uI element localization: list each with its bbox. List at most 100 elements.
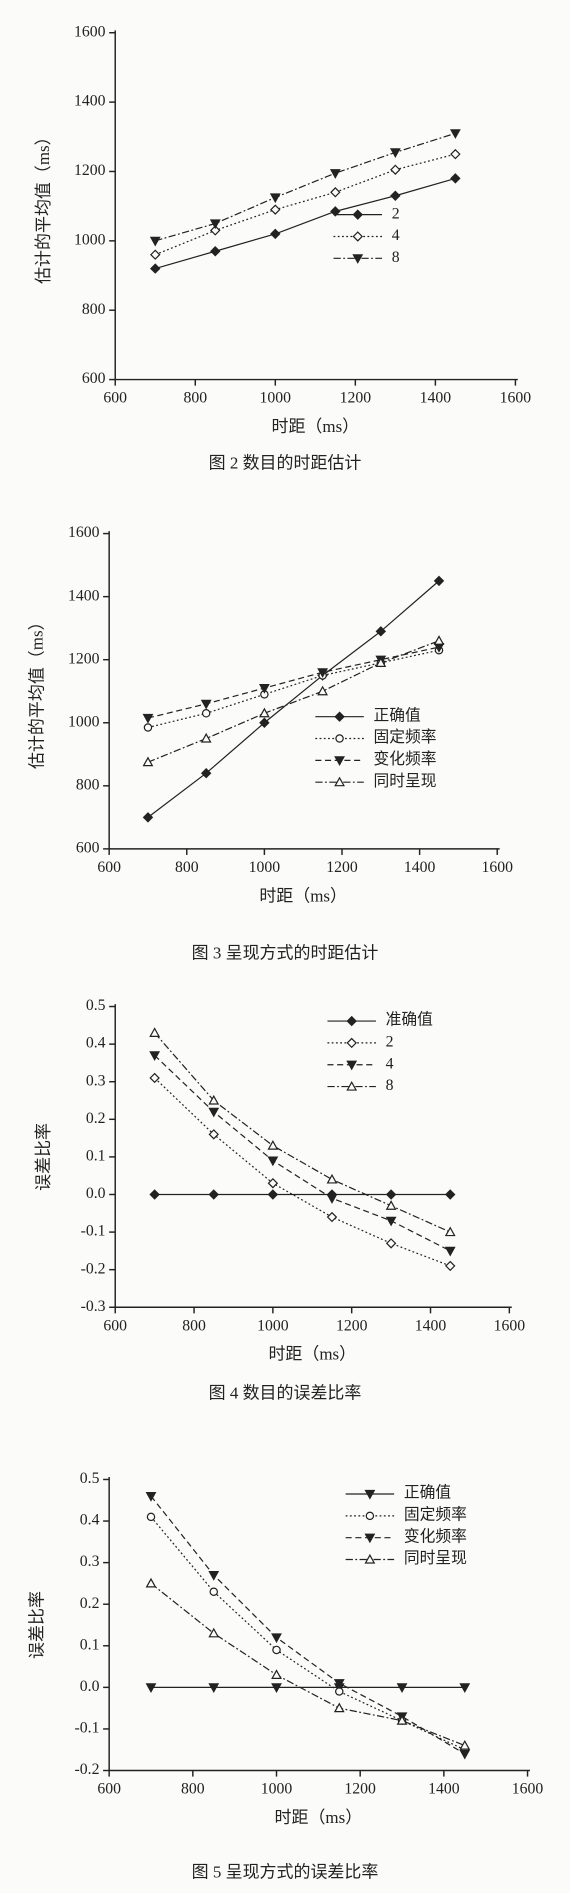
legend-label: 固定频率 xyxy=(374,728,437,746)
marker xyxy=(142,812,154,823)
y-tick-label: 0.1 xyxy=(86,1148,106,1165)
x-tick-label: 1600 xyxy=(494,1317,526,1334)
marker xyxy=(150,263,161,274)
x-tick-label: 800 xyxy=(183,390,207,407)
y-tick-label: 0.0 xyxy=(86,1185,106,1202)
y-tick-label: 0.1 xyxy=(80,1636,100,1653)
marker xyxy=(208,1129,219,1140)
marker xyxy=(208,1107,220,1118)
marker xyxy=(444,1226,456,1237)
marker xyxy=(390,164,401,175)
marker xyxy=(146,1512,156,1522)
marker xyxy=(200,732,212,743)
marker xyxy=(330,187,341,198)
marker xyxy=(396,1715,408,1725)
y-tick-label: 0.0 xyxy=(80,1678,100,1695)
marker xyxy=(385,1216,397,1227)
legend-label: 2 xyxy=(392,205,400,222)
legend-label: 变化频率 xyxy=(404,1527,467,1545)
series-line xyxy=(155,177,456,270)
series-line xyxy=(150,1495,466,1755)
marker xyxy=(333,1702,345,1713)
legend-label: 变化频率 xyxy=(374,750,437,768)
y-tick-label: -0.1 xyxy=(81,1223,106,1240)
marker xyxy=(267,1156,279,1167)
x-tick-label: 600 xyxy=(103,1317,127,1334)
legend-label: 固定频率 xyxy=(404,1505,467,1523)
legend-label: 2 xyxy=(386,1034,394,1051)
legend-label: 准确值 xyxy=(386,1011,433,1029)
marker xyxy=(445,1260,456,1272)
marker xyxy=(209,1587,218,1596)
y-tick-label: 600 xyxy=(82,370,106,387)
y-tick-label: 1200 xyxy=(68,650,100,667)
marker xyxy=(200,699,212,710)
legend-marker xyxy=(346,1037,357,1049)
x-tick-label: 1200 xyxy=(336,1317,368,1334)
marker xyxy=(209,219,221,230)
y-axis-label: 误差比率 xyxy=(34,1123,53,1191)
x-tick-label: 1400 xyxy=(404,859,436,876)
y-tick-label: 0.2 xyxy=(86,1110,106,1127)
caption: 图 3 呈现方式的时距估计 xyxy=(192,943,379,962)
legend-marker xyxy=(334,711,345,722)
legend-label: 正确值 xyxy=(404,1484,451,1502)
x-tick-label: 1600 xyxy=(500,390,532,407)
marker xyxy=(149,1051,161,1062)
marker xyxy=(149,236,161,247)
y-tick-label: 0.3 xyxy=(86,1072,106,1089)
x-tick-label: 1000 xyxy=(261,1781,293,1798)
x-tick-label: 1400 xyxy=(415,1317,447,1334)
marker xyxy=(149,1189,160,1200)
series-line xyxy=(150,1582,466,1747)
legend-marker xyxy=(346,1080,358,1091)
y-tick-label: 1200 xyxy=(74,162,106,179)
x-tick-label: 1400 xyxy=(420,390,452,407)
legend-marker xyxy=(364,1533,376,1544)
marker xyxy=(272,1645,281,1655)
y-tick-label: 600 xyxy=(76,839,100,856)
marker xyxy=(326,1194,338,1204)
x-axis-label: 时距（ms） xyxy=(271,417,359,436)
marker xyxy=(389,148,401,159)
marker xyxy=(317,685,328,696)
marker xyxy=(271,1633,282,1644)
marker xyxy=(208,1683,220,1693)
marker xyxy=(267,1140,279,1150)
series-line xyxy=(147,640,440,763)
x-tick-label: 600 xyxy=(97,1781,121,1798)
marker xyxy=(259,717,270,728)
x-tick-label: 600 xyxy=(103,390,127,407)
legend-marker xyxy=(364,1489,376,1500)
marker xyxy=(450,148,461,160)
marker xyxy=(445,1189,456,1200)
caption: 图 4 数目的误差比率 xyxy=(209,1383,362,1402)
x-tick-label: 1200 xyxy=(326,859,358,876)
series-line xyxy=(154,1054,451,1252)
marker xyxy=(271,1669,282,1679)
y-axis-label: 估计的平均值（ms） xyxy=(28,613,47,769)
marker xyxy=(145,1492,157,1502)
marker xyxy=(142,713,154,724)
marker xyxy=(270,228,281,240)
marker xyxy=(385,1238,397,1249)
legend-label: 4 xyxy=(386,1055,394,1072)
y-tick-label: -0.2 xyxy=(81,1260,106,1277)
marker xyxy=(444,1246,456,1257)
series-line xyxy=(155,132,456,242)
legend-marker xyxy=(346,1015,357,1027)
x-tick-label: 1000 xyxy=(257,1317,289,1334)
series-line xyxy=(155,153,456,256)
x-tick-label: 600 xyxy=(97,859,121,876)
y-axis-label: 估计的平均值（ms） xyxy=(34,128,53,284)
y-tick-label: -0.3 xyxy=(81,1298,106,1315)
y-tick-label: 1400 xyxy=(68,587,100,604)
marker xyxy=(267,1177,279,1189)
y-axis-label: 误差比率 xyxy=(28,1591,47,1659)
series-line xyxy=(154,1032,451,1233)
y-tick-label: 800 xyxy=(82,301,106,318)
legend-label: 8 xyxy=(392,249,400,266)
marker xyxy=(208,1094,220,1105)
marker xyxy=(459,1749,471,1760)
marker xyxy=(200,767,212,779)
